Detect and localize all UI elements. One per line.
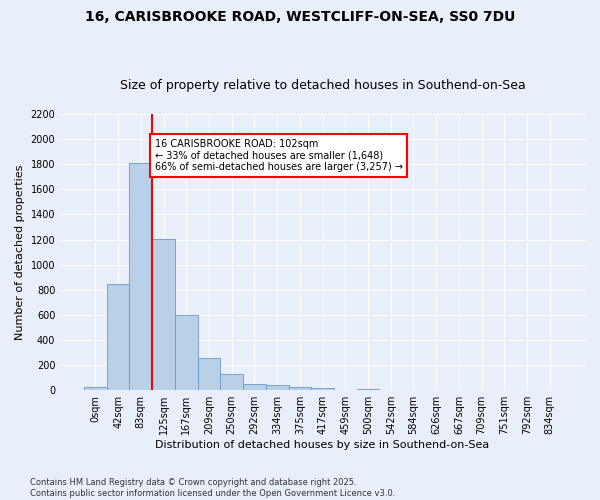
Bar — [266, 386, 289, 390]
X-axis label: Distribution of detached houses by size in Southend-on-Sea: Distribution of detached houses by size … — [155, 440, 490, 450]
Bar — [243, 384, 266, 390]
Text: Contains HM Land Registry data © Crown copyright and database right 2025.
Contai: Contains HM Land Registry data © Crown c… — [30, 478, 395, 498]
Bar — [197, 358, 220, 390]
Bar — [107, 284, 130, 390]
Bar — [84, 387, 107, 390]
Bar — [175, 315, 197, 390]
Bar — [289, 386, 311, 390]
Bar — [311, 388, 334, 390]
Text: 16 CARISBROOKE ROAD: 102sqm
← 33% of detached houses are smaller (1,648)
66% of : 16 CARISBROOKE ROAD: 102sqm ← 33% of det… — [155, 139, 403, 172]
Text: 16, CARISBROOKE ROAD, WESTCLIFF-ON-SEA, SS0 7DU: 16, CARISBROOKE ROAD, WESTCLIFF-ON-SEA, … — [85, 10, 515, 24]
Y-axis label: Number of detached properties: Number of detached properties — [15, 164, 25, 340]
Title: Size of property relative to detached houses in Southend-on-Sea: Size of property relative to detached ho… — [120, 79, 526, 92]
Bar — [356, 388, 379, 390]
Bar — [130, 163, 152, 390]
Bar — [152, 239, 175, 390]
Bar — [220, 374, 243, 390]
